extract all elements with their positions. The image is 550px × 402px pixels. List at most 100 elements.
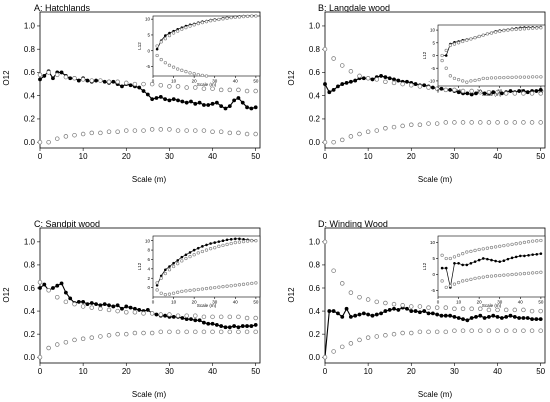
data-point [383, 309, 388, 313]
data-point [473, 36, 477, 40]
data-point [205, 243, 208, 247]
data-point [498, 29, 502, 34]
data-point [529, 120, 535, 125]
data-point [249, 324, 254, 328]
data-point [534, 89, 539, 93]
data-point [331, 268, 336, 273]
data-point [200, 249, 205, 254]
data-point [200, 20, 205, 25]
data-point [531, 271, 535, 275]
data-point [396, 308, 401, 312]
data-point [391, 331, 397, 337]
data-point [128, 83, 133, 88]
data-point [417, 304, 423, 309]
data-point [141, 311, 146, 316]
series-2 [155, 239, 258, 285]
data-point [370, 77, 375, 82]
series-2 [440, 238, 543, 261]
data-point [498, 244, 502, 248]
data-point [175, 128, 181, 133]
data-point [193, 128, 198, 133]
data-point [486, 89, 492, 95]
data-point [534, 317, 539, 322]
data-point [197, 318, 202, 323]
data-point [245, 105, 249, 110]
data-point [452, 328, 457, 333]
data-point [348, 79, 353, 84]
data-point [149, 311, 155, 316]
data-point [106, 307, 112, 313]
data-point [164, 268, 167, 272]
y-tick-label: 5 [147, 33, 150, 38]
data-point [323, 82, 327, 86]
data-point [145, 92, 150, 97]
data-point [518, 75, 522, 79]
data-point [465, 278, 469, 282]
x-tick-label: 50 [251, 367, 260, 376]
y-tick-label: 0 [147, 48, 150, 53]
data-point [499, 316, 504, 320]
data-point [171, 31, 176, 35]
data-point [201, 314, 207, 320]
data-point [236, 325, 241, 330]
data-point [469, 88, 474, 94]
data-point [322, 239, 328, 245]
series-2 [322, 46, 543, 96]
data-point [396, 78, 401, 83]
data-point [503, 328, 509, 333]
data-point [327, 309, 332, 313]
data-point [405, 79, 409, 84]
data-point [76, 299, 81, 304]
data-point [175, 313, 181, 318]
data-point [426, 85, 431, 90]
data-point [481, 257, 485, 260]
data-point [383, 300, 388, 306]
data-point [55, 136, 60, 141]
data-point [519, 254, 522, 258]
data-point [493, 76, 498, 80]
y-tick-label: 0 [432, 53, 435, 58]
data-point [204, 74, 209, 78]
data-point [491, 90, 496, 95]
data-point [115, 129, 120, 134]
data-point [63, 339, 69, 345]
data-point [365, 335, 371, 340]
data-point [498, 273, 502, 278]
data-point [98, 306, 103, 312]
data-point [137, 308, 142, 312]
data-point [353, 313, 358, 318]
data-point [521, 120, 526, 125]
x-tick-label: 50 [536, 367, 545, 376]
data-point [217, 244, 221, 248]
x-tick-label: 0 [323, 367, 328, 376]
y-tick-label: 10 [430, 240, 436, 245]
data-point [159, 291, 163, 295]
data-point [51, 286, 55, 290]
data-point [167, 292, 172, 296]
y-tick-label: 1.0 [24, 22, 36, 31]
data-point [72, 301, 77, 307]
series-1 [323, 305, 543, 360]
data-point [80, 131, 86, 137]
data-point [253, 131, 258, 137]
data-point [502, 273, 506, 277]
data-point [72, 337, 77, 343]
data-point [201, 128, 207, 133]
y-tick-label: 0.0 [24, 353, 36, 362]
x-tick-label: 30 [165, 152, 174, 161]
data-point [188, 254, 192, 259]
data-point [344, 306, 349, 311]
x-tick-label: 30 [212, 79, 218, 84]
data-point [409, 304, 414, 309]
data-point [331, 309, 336, 313]
data-point [452, 255, 457, 259]
data-point [448, 74, 452, 78]
data-point [531, 239, 535, 243]
inset-x-label: Scale (m) [197, 82, 217, 87]
data-point [214, 323, 219, 327]
data-point [154, 96, 159, 100]
data-point [522, 271, 527, 276]
data-point [448, 87, 452, 92]
data-point [494, 259, 497, 263]
data-point [502, 259, 506, 263]
